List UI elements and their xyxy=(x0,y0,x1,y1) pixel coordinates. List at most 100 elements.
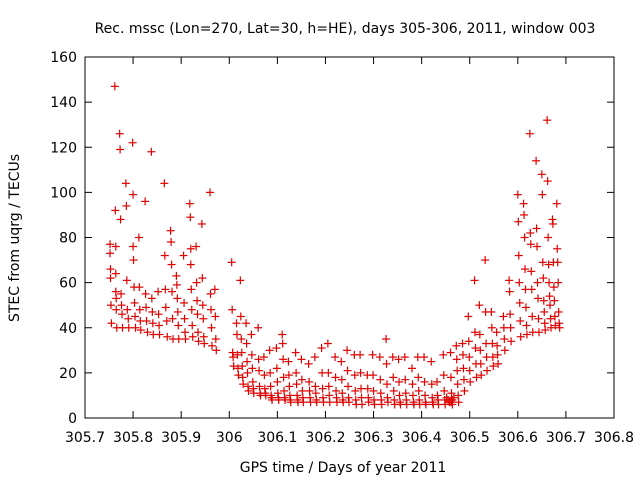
data-point xyxy=(394,355,403,364)
data-point xyxy=(111,242,120,251)
data-point xyxy=(466,377,475,386)
data-point xyxy=(265,346,274,355)
data-point xyxy=(401,389,410,398)
data-point xyxy=(338,389,347,398)
data-point xyxy=(465,353,474,362)
data-point xyxy=(284,357,293,366)
data-point xyxy=(420,353,429,362)
data-point xyxy=(555,323,564,332)
data-point xyxy=(448,400,457,409)
data-point xyxy=(427,357,436,366)
data-point xyxy=(141,197,150,206)
data-point xyxy=(247,330,256,339)
y-tick-label: 80 xyxy=(59,231,77,247)
data-point xyxy=(311,389,320,398)
data-point xyxy=(155,321,164,330)
data-point xyxy=(500,346,509,355)
data-point xyxy=(547,323,556,332)
data-point xyxy=(154,287,163,296)
data-point xyxy=(229,353,238,362)
data-point xyxy=(106,301,115,310)
data-point xyxy=(434,400,443,409)
data-point xyxy=(227,258,236,267)
x-tick-label: 306 xyxy=(216,430,243,446)
data-point xyxy=(459,375,468,384)
data-point xyxy=(540,319,549,328)
data-point xyxy=(273,377,282,386)
data-point xyxy=(499,312,508,321)
data-point xyxy=(350,371,359,380)
data-point xyxy=(199,314,208,323)
data-point xyxy=(324,368,333,377)
data-point xyxy=(112,305,121,314)
data-point xyxy=(128,138,137,147)
data-point xyxy=(433,377,442,386)
data-point xyxy=(368,350,377,359)
data-point xyxy=(297,355,306,364)
data-point xyxy=(118,310,127,319)
data-point xyxy=(286,398,295,407)
data-point xyxy=(477,371,486,380)
data-point xyxy=(454,398,463,407)
data-point xyxy=(173,294,182,303)
data-point xyxy=(533,278,542,287)
data-point xyxy=(500,335,509,344)
data-point xyxy=(452,355,461,364)
data-point xyxy=(192,278,201,287)
data-point xyxy=(254,355,263,364)
data-point xyxy=(181,328,190,337)
data-point xyxy=(134,233,143,242)
data-point xyxy=(414,386,423,395)
x-tick-label: 305.8 xyxy=(113,430,153,446)
data-point xyxy=(285,382,294,391)
data-point xyxy=(471,328,480,337)
data-point xyxy=(124,314,133,323)
data-point xyxy=(272,364,281,373)
data-point xyxy=(147,147,156,156)
data-point xyxy=(236,276,245,285)
data-point xyxy=(318,384,327,393)
data-point xyxy=(174,335,183,344)
data-point xyxy=(129,256,138,265)
data-point xyxy=(110,82,119,91)
data-point xyxy=(492,328,501,337)
data-point xyxy=(465,366,474,375)
data-point xyxy=(534,294,543,303)
data-point xyxy=(194,337,203,346)
data-point xyxy=(543,177,552,186)
data-point xyxy=(481,256,490,265)
data-point xyxy=(376,375,385,384)
data-point xyxy=(506,323,515,332)
data-point xyxy=(197,219,206,228)
x-tick-label: 306.6 xyxy=(498,430,538,446)
chart-title: Rec. mssc (Lon=270, Lat=30, h=HE), days … xyxy=(95,21,596,37)
data-point xyxy=(181,335,190,344)
data-point xyxy=(188,332,197,341)
data-point xyxy=(111,206,120,215)
data-point xyxy=(188,321,197,330)
data-point xyxy=(255,366,264,375)
data-point xyxy=(248,377,257,386)
data-point xyxy=(493,350,502,359)
data-point xyxy=(522,330,531,339)
data-point xyxy=(266,368,275,377)
data-point xyxy=(236,312,245,321)
data-point xyxy=(488,353,497,362)
data-point xyxy=(142,316,151,325)
data-point xyxy=(291,348,300,357)
data-point xyxy=(115,129,124,138)
data-point xyxy=(357,384,366,393)
data-point xyxy=(280,386,289,395)
data-point xyxy=(131,312,140,321)
data-point xyxy=(237,335,246,344)
data-point xyxy=(194,328,203,337)
data-point xyxy=(383,380,392,389)
data-point xyxy=(155,330,164,339)
data-point xyxy=(242,339,251,348)
data-point xyxy=(324,382,333,391)
y-tick-label: 140 xyxy=(50,95,77,111)
data-point xyxy=(546,301,555,310)
data-point xyxy=(311,382,320,391)
data-point xyxy=(297,375,306,384)
